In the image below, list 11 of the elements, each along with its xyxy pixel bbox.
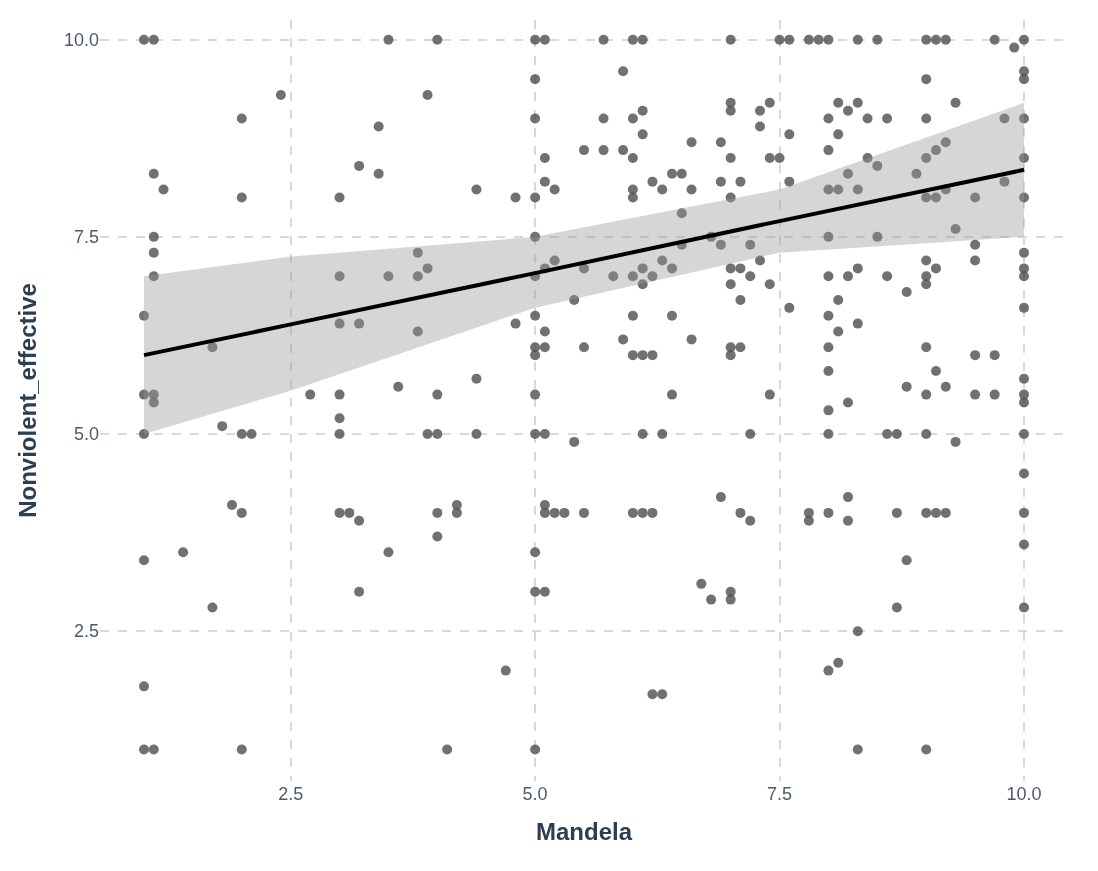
y-tick-label: 5.0 <box>73 424 99 445</box>
y-tick-label: 2.5 <box>73 621 99 642</box>
line-series <box>142 167 1026 358</box>
x-tick-label: 7.5 <box>767 784 793 804</box>
x-tick-label: 2.5 <box>278 784 304 804</box>
x-axis-title: Mandela <box>535 818 633 846</box>
y-tick-label: 7.5 <box>73 227 99 248</box>
x-tick-label: 5.0 <box>522 784 548 804</box>
x-tick-label: 10.0 <box>1006 784 1042 804</box>
y-axis-title: Nonviolent_effective <box>14 283 42 518</box>
y-tick-label: 10.0 <box>63 30 99 51</box>
